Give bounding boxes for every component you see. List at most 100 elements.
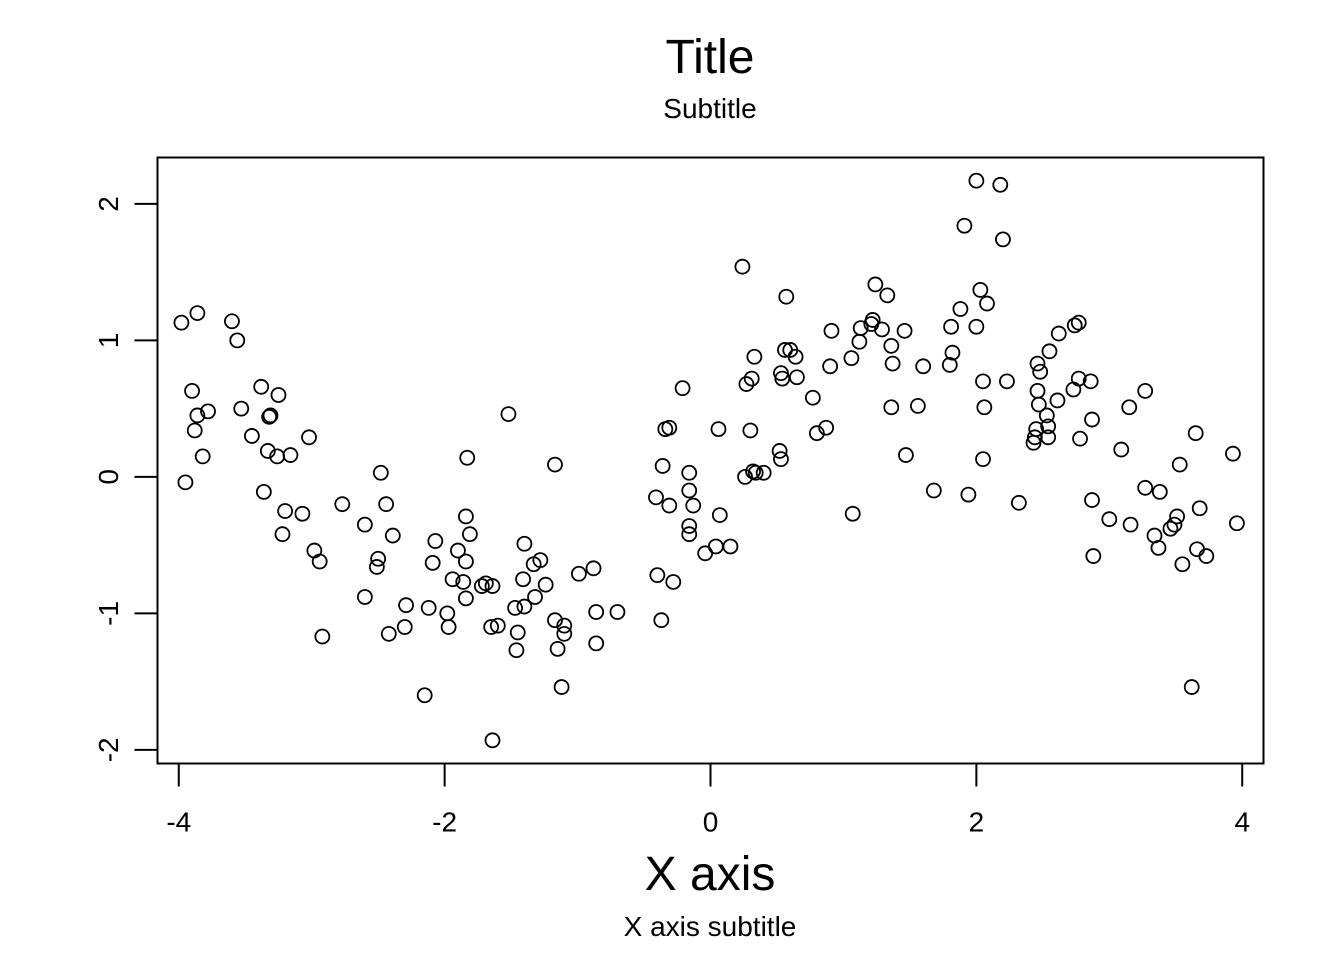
data-point — [1082, 373, 1099, 390]
data-point — [915, 358, 932, 375]
data-point — [1050, 325, 1067, 342]
data-point — [556, 617, 573, 634]
data-point — [722, 538, 739, 555]
data-point — [1225, 445, 1241, 462]
data-point — [747, 464, 764, 481]
data-point — [588, 635, 605, 652]
data-point — [274, 526, 291, 543]
data-point — [999, 373, 1015, 390]
data-point — [665, 574, 682, 590]
data-point — [909, 398, 926, 414]
data-point — [459, 449, 476, 466]
data-point — [549, 640, 566, 657]
data-point — [883, 399, 900, 416]
data-point — [1085, 548, 1102, 564]
data-point — [1174, 556, 1191, 573]
data-point — [243, 428, 260, 444]
data-point — [1198, 548, 1215, 564]
data-point — [1122, 516, 1139, 533]
data-point — [270, 387, 287, 403]
x-axis: -4 -2 0 2 4 — [166, 762, 1250, 838]
data-point — [1101, 511, 1118, 528]
data-point — [1162, 520, 1179, 537]
data-point — [1049, 392, 1066, 409]
data-point — [789, 369, 805, 386]
data-point — [844, 505, 861, 522]
data-point — [1121, 399, 1138, 416]
data-point — [294, 505, 311, 522]
data-point — [372, 464, 389, 481]
data-point — [455, 574, 472, 590]
data-point — [1150, 539, 1167, 556]
data-point — [864, 312, 881, 328]
data-point — [746, 348, 763, 365]
data-point — [743, 370, 760, 387]
data-point — [515, 571, 531, 588]
data-point — [507, 600, 523, 616]
data-point — [186, 422, 203, 439]
data-point — [1169, 508, 1185, 525]
data-point — [420, 600, 437, 616]
data-point — [527, 589, 543, 605]
data-point — [424, 554, 441, 571]
data-point — [380, 625, 397, 642]
data-point — [314, 628, 331, 645]
data-point — [194, 448, 211, 465]
x-axis-subtitle: X axis subtitle — [624, 911, 797, 942]
data-point — [1030, 396, 1047, 413]
data-point — [484, 578, 501, 594]
data-point — [509, 624, 526, 641]
y-tick-label: 2 — [93, 196, 124, 212]
y-tick-label: 1 — [93, 333, 124, 349]
data-point — [1070, 370, 1087, 387]
data-point — [778, 288, 795, 305]
data-point — [500, 406, 517, 422]
data-point — [674, 380, 691, 397]
data-point — [883, 337, 900, 354]
data-point — [661, 419, 678, 436]
data-point — [189, 305, 206, 321]
data-point — [649, 567, 666, 584]
data-point — [972, 281, 989, 298]
data-point — [458, 553, 474, 570]
data-point — [843, 350, 860, 367]
x-tick-label: 2 — [969, 807, 985, 838]
data-point — [1029, 355, 1046, 372]
data-point — [804, 389, 821, 406]
data-point — [184, 382, 200, 399]
data-point — [787, 348, 804, 365]
data-point — [681, 518, 698, 534]
data-point — [738, 376, 755, 392]
data-point — [588, 604, 605, 620]
data-point — [661, 497, 678, 514]
x-tick-label: -2 — [432, 807, 457, 838]
data-point — [484, 732, 501, 749]
data-point — [489, 617, 506, 634]
data-point — [255, 483, 272, 500]
data-point — [1040, 429, 1057, 446]
data-point — [229, 332, 246, 349]
data-point — [461, 526, 478, 543]
y-tick-label: -2 — [93, 737, 124, 762]
data-point — [1038, 407, 1055, 424]
data-point — [1028, 421, 1045, 438]
data-point — [681, 464, 698, 481]
data-point — [508, 642, 525, 659]
data-point — [1229, 515, 1245, 532]
chart-title: Title — [666, 31, 755, 84]
data-point — [1041, 343, 1058, 360]
data-point — [547, 456, 563, 473]
data-point — [177, 474, 194, 491]
data-point — [277, 503, 294, 519]
data-point — [477, 575, 494, 592]
data-point — [654, 458, 671, 474]
data-point — [1011, 494, 1027, 511]
x-axis-label: X axis — [645, 848, 776, 901]
data-point — [968, 172, 985, 189]
data-point — [648, 489, 664, 506]
data-point — [1084, 492, 1100, 508]
y-tick-label: -1 — [93, 601, 124, 626]
data-point — [311, 553, 328, 570]
x-tick-label: 0 — [703, 807, 719, 838]
